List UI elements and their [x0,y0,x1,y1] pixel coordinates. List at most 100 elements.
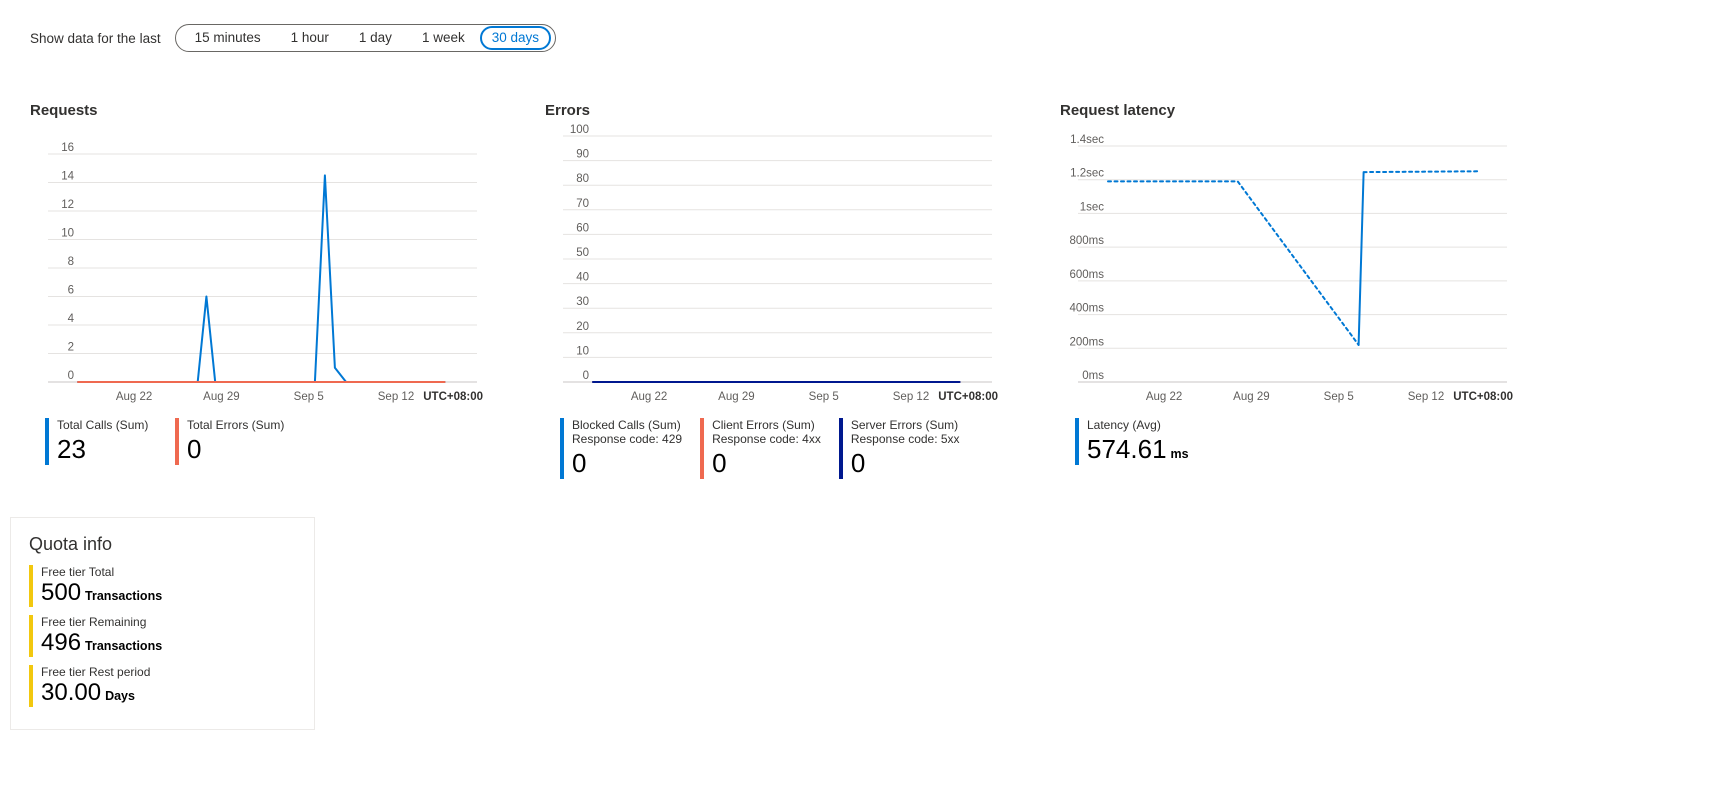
legend-label: Client Errors (Sum) [712,418,815,432]
svg-text:Aug 22: Aug 22 [116,391,152,403]
quota-item-value: 496 [41,629,82,656]
legend-label: Latency (Avg) [1087,418,1161,432]
svg-text:14: 14 [61,171,74,183]
legend-sublabel: Response code: 5xx [850,432,960,446]
legend-value: 23 [57,434,86,464]
svg-text:90: 90 [576,149,589,161]
svg-text:Aug 29: Aug 29 [203,391,239,403]
time-range-option-1-hour[interactable]: 1 hour [290,30,329,45]
svg-text:Sep 12: Sep 12 [1408,391,1444,403]
svg-text:60: 60 [576,222,589,234]
time-range-option-1-week[interactable]: 1 week [421,30,465,45]
svg-text:Sep 5: Sep 5 [1324,391,1354,403]
request-latency-chart: Request latency 1.4sec 1.2sec 1sec 800ms 600… [1060,102,1515,479]
svg-text:UTC+08:00: UTC+08:00 [1453,391,1513,403]
legend-color-bar [45,418,49,465]
errors-chart-title: Errors [545,102,591,119]
legend-unit: ms [1170,447,1189,461]
svg-text:20: 20 [576,321,589,333]
svg-text:400ms: 400ms [1069,303,1104,315]
svg-text:Aug 22: Aug 22 [1146,391,1182,403]
time-range-filter: Show data for the last 15 minutes 1 hour… [30,24,557,52]
time-range-option-15-minutes[interactable]: 15 minutes [194,30,261,45]
svg-text:8: 8 [68,256,74,268]
svg-text:6: 6 [68,285,74,297]
legend-label: Server Errors (Sum) [850,418,959,432]
legend-value: 0 [187,434,202,464]
svg-text:4: 4 [68,313,75,325]
svg-text:70: 70 [576,198,589,210]
svg-text:40: 40 [576,272,589,284]
quota-item-label: Free tier Remaining [41,615,147,629]
requests-chart-plot[interactable]: 16 14 12 10 8 6 4 2 0 Aug 22 Aug 29 Sep 5 Sep 12 UTC+… [30,124,485,416]
svg-text:50: 50 [576,247,589,259]
svg-text:600ms: 600ms [1069,269,1104,281]
time-range-label: Show data for the last [30,30,161,46]
legend-value: 0 [850,448,866,478]
svg-text:1.4sec: 1.4sec [1070,134,1104,146]
quota-item-label: Free tier Total [41,565,115,579]
quota-item-label: Free tier Rest period [41,665,151,679]
svg-text:800ms: 800ms [1069,235,1104,247]
request-latency-chart-title: Request latency [1060,102,1176,119]
latency-legend: Latency (Avg) 574.61 ms [1075,418,1515,465]
legend-item-client-errors: Client Errors (Sum) Response code: 4xx 0 [700,418,821,479]
svg-text:UTC+08:00: UTC+08:00 [938,391,998,403]
requests-legend: Total Calls (Sum) 23 Total Errors (Sum) … [45,418,485,465]
quota-item-unit: Days [105,689,135,703]
time-range-selector: 15 minutes 1 hour 1 day 1 week 30 days [174,24,557,52]
legend-item-server-errors: Server Errors (Sum) Response code: 5xx 0 [838,418,960,479]
quota-item-value: 500 [41,579,82,606]
svg-text:16: 16 [61,142,74,154]
legend-label: Total Errors (Sum) [187,418,285,432]
svg-text:80: 80 [576,173,589,185]
svg-text:UTC+08:00: UTC+08:00 [423,391,483,403]
legend-item-blocked-calls: Blocked Calls (Sum) Response code: 429 0 [560,418,682,479]
legend-sublabel: Response code: 4xx [712,432,821,446]
svg-text:0ms: 0ms [1082,370,1104,382]
errors-legend: Blocked Calls (Sum) Response code: 429 0… [560,418,1000,479]
svg-text:200ms: 200ms [1069,336,1104,348]
svg-text:0: 0 [68,370,74,382]
legend-value: 0 [572,448,587,478]
legend-color-bar [838,418,843,479]
legend-value: 0 [712,448,727,478]
request-latency-chart-plot[interactable]: 1.4sec 1.2sec 1sec 800ms 600ms 400ms 200ms 0ms A… [1060,124,1515,416]
requests-chart: Requests 16 14 12 10 8 6 4 2 0 Aug 22 Aug 29 Sep 5 S… [30,102,485,479]
legend-item-total-errors: Total Errors (Sum) 0 [175,418,287,465]
time-range-option-30-days[interactable]: 30 days [479,26,552,50]
legend-label: Total Calls (Sum) [57,418,149,432]
svg-text:12: 12 [61,199,74,211]
svg-text:Sep 12: Sep 12 [378,391,414,403]
quota-color-bar [29,665,33,707]
legend-color-bar [700,418,705,479]
legend-item-latency: Latency (Avg) 574.61 ms [1075,418,1189,465]
svg-text:Sep 5: Sep 5 [294,391,324,403]
errors-chart: Errors 100 90 80 70 60 50 40 30 20 10 0 Aug 22 Aug 2… [545,102,1000,479]
time-range-option-1-day[interactable]: 1 day [358,30,392,45]
svg-text:30: 30 [576,296,589,308]
quota-item-value: 30.00 [41,679,102,706]
svg-text:Sep 5: Sep 5 [809,391,839,403]
legend-color-bar [1075,418,1079,465]
quota-item-free-tier-remaining: Free tier Remaining 496 Transactions [29,615,296,657]
legend-color-bar [560,418,564,479]
quota-item-unit: Transactions [85,639,163,653]
quota-item-free-tier-total: Free tier Total 500 Transactions [29,565,296,607]
quota-color-bar [29,615,33,657]
quota-color-bar [29,565,33,607]
svg-text:Sep 12: Sep 12 [893,391,929,403]
legend-sublabel: Response code: 429 [572,432,683,446]
legend-color-bar [175,418,179,465]
svg-text:10: 10 [61,228,74,240]
svg-text:1.2sec: 1.2sec [1070,168,1104,180]
svg-text:10: 10 [576,345,589,357]
quota-item-unit: Transactions [85,589,163,603]
svg-text:100: 100 [570,124,589,136]
svg-text:Aug 29: Aug 29 [718,391,754,403]
svg-text:Aug 29: Aug 29 [1233,391,1269,403]
legend-item-total-calls: Total Calls (Sum) 23 [45,418,157,465]
